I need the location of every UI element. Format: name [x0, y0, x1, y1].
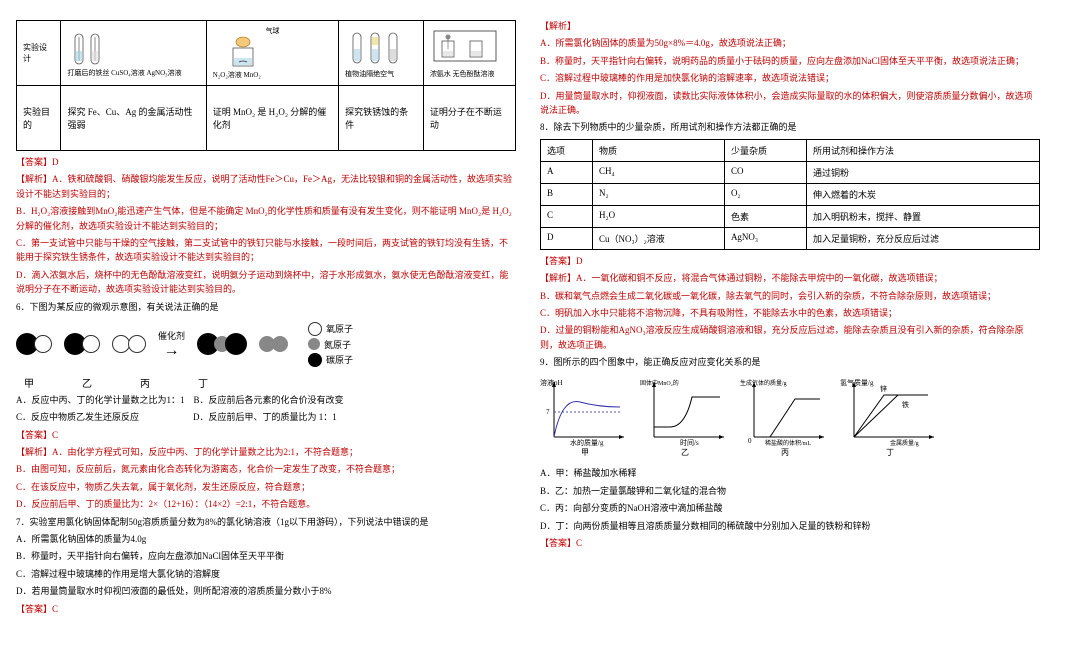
q7-d: D．若用量筒量取水时仰视凹液面的最低处，则所配溶液的溶质质量分数小于8%: [16, 584, 516, 598]
svg-text:溶液pH: 溶液pH: [540, 378, 563, 387]
q6-option-ab: A．反应中丙、丁的化学计量数之比为1：1 B．反应前后各元素的化合价没有改变: [16, 393, 516, 407]
r-ana-b: B．称量时，天平指针向右偏转，说明药品的质量小于砝码的质量，应向左盘添加NaCl…: [540, 54, 1040, 68]
r-ana-a: A．所需氯化钠固体的质量为50g×8%＝4.0g，故选项说法正确；: [540, 36, 1040, 50]
label-bing: 丙: [140, 375, 150, 390]
graph-label: 甲: [581, 447, 589, 458]
cell: CH₄: [592, 161, 724, 183]
label-ding: 丁: [198, 375, 208, 390]
col-imp: 少量杂质: [724, 139, 806, 161]
cell: 加入明矾粉末，搅拌、静置: [807, 205, 1040, 227]
cell: A: [541, 161, 593, 183]
col-sub: 物质: [592, 139, 724, 161]
answer-d2: 【答案】D: [540, 254, 1040, 268]
legend-nitrogen: 氮原子: [324, 338, 351, 351]
svg-text:金属质量/g: 金属质量/g: [890, 439, 919, 447]
q6-ana-a: 【解析】A．由化学方程式可知，反应中丙、丁的化学计量数之比为2:1，不符合题意；: [16, 445, 516, 459]
graph-label: 乙: [681, 447, 689, 458]
question-6: 6．下图为某反应的微观示意图，有关说法正确的是: [16, 300, 516, 314]
r-ana-d: D．用量筒量取水时，仰视液面，读数比实际液体体积小，会造成实际量取的水的体积偏大…: [540, 89, 1040, 118]
svg-text:稀盐酸的体积/mL: 稀盐酸的体积/mL: [765, 439, 811, 447]
legend-oxygen: 氧原子: [326, 322, 353, 335]
cell: 色素: [724, 205, 806, 227]
goal-2: 证明 MnO₂ 是 H₂O₂ 分解的催化剂: [206, 86, 338, 151]
svg-text:锌: 锌: [880, 384, 887, 393]
goal-4: 证明分子在不断运动: [423, 86, 515, 151]
cell: 通过铜粉: [807, 161, 1040, 183]
cell: B: [541, 183, 593, 205]
cell: C: [541, 205, 593, 227]
svg-text:0: 0: [748, 437, 752, 445]
graph-jia: 溶液pH 7 水的质量/g 甲: [540, 377, 630, 458]
graph-ding: 氢气质量/g 锌 铁 金属质量/g 丁: [840, 377, 940, 458]
answer-c2: 【答案】C: [16, 602, 516, 616]
svg-text:时间/s: 时间/s: [680, 438, 699, 447]
q9-a: A．甲：稀盐酸加水稀释: [540, 466, 1040, 480]
svg-text:生成气体的质量/g: 生成气体的质量/g: [740, 379, 787, 387]
cell: 加入足量铜粉，充分反应后过滤: [807, 227, 1040, 249]
q8-table: 选项 物质 少量杂质 所用试剂和操作方法 ACH₄CO通过铜粉 BN₂O₂伸入燃…: [540, 139, 1040, 250]
legend-carbon: 碳原子: [326, 353, 353, 366]
cell: D: [541, 227, 593, 249]
q6-ana-c: C．在该反应中，物质乙失去氧，属于氧化剂，发生还原反应，符合题意；: [16, 480, 516, 494]
q9-d: D．丁：向两份质量相等且溶质质量分数相同的稀硫酸中分别加入足量的铁粉和锌粉: [540, 519, 1040, 533]
svg-text:固体中MnO₂的: 固体中MnO₂的: [640, 379, 679, 387]
q9-c: C．丙：向部分变质的NaOH溶液中滴加稀盐酸: [540, 501, 1040, 515]
label-yi: 乙: [82, 375, 92, 390]
col-method: 所用试剂和操作方法: [807, 139, 1040, 161]
question-8: 8．除去下列物质中的少量杂质，所用试剂和操作方法都正确的是: [540, 120, 1040, 134]
exp-cell-4: 浓氨水 无色酚酞溶液: [423, 21, 515, 86]
q6-ana-b: B．由图可知，反应前后，氮元素由化合态转化为游离态，化合价一定发生了改变，不符合…: [16, 462, 516, 476]
q9-b: B．乙：加热一定量氯酸钾和二氧化锰的混合物: [540, 484, 1040, 498]
q8-ana-d: D．过量的铜粉能和AgNO₃溶液反应生成硝酸铜溶液和银，充分反应后过滤，能除去杂…: [540, 323, 1040, 352]
answer-d: 【答案】D: [16, 155, 516, 169]
svg-text:水的质量/g: 水的质量/g: [570, 438, 604, 447]
q8-ana-b: B．碳和氧气点燃会生成二氧化碳或一氧化碳，除去氧气的同时，会引入新的杂质，不符合…: [540, 289, 1040, 303]
q8-ana-a: 【解析】A．一氧化碳和铜不反应，将混合气体通过铜粉，不能除去甲烷中的一氧化碳，故…: [540, 271, 1040, 285]
q8-ana-c: C．明矾加入水中只能将不溶物沉降，不具有吸附性，不能除去水中的色素，故选项错误；: [540, 306, 1040, 320]
graphs-row: 溶液pH 7 水的质量/g 甲 固体中MnO₂的 时间/s 乙 生成气体的: [540, 377, 1040, 458]
graph-yi: 固体中MnO₂的 时间/s 乙: [640, 377, 730, 458]
svg-text:铁: 铁: [902, 400, 909, 409]
svg-text:氢气质量/g: 氢气质量/g: [840, 378, 874, 387]
goal-3: 探究铁锈蚀的条件: [339, 86, 424, 151]
q7-c: C．溶解过程中玻璃棒的作用是增大氯化钠的溶解度: [16, 567, 516, 581]
exp-goal-label: 实验目的: [17, 86, 61, 151]
analysis-b: B．H₂O₂溶液接触到MnO₂能迅速产生气体，但是不能确定 MnO₂的化学性质和…: [16, 204, 516, 233]
cell: 伸入燃着的木炭: [807, 183, 1040, 205]
reaction-diagram: 催化剂→ 氧原子 氮原子 碳原子: [16, 322, 516, 367]
exp-cell-3: 植物油隔绝空气: [339, 21, 424, 86]
col-opt: 选项: [541, 139, 593, 161]
analysis-a: 【解析】A．铁和硫酸铜、硝酸银均能发生反应，说明了活动性Fe＞Cu，Fe＞Ag，…: [16, 172, 516, 201]
q7-b: B．称量时，天平指针向右偏转，应向左盘添加NaCl固体至天平平衡: [16, 549, 516, 563]
analysis-c: C．第一支试管中只能与干燥的空气接触，第二支试管中的铁钉只能与水接触，一段时间后…: [16, 236, 516, 265]
analysis-d: D．滴入浓氨水后，烧杯中的无色酚酞溶液变红，说明氨分子运动到烧杯中，溶于水形成氨…: [16, 268, 516, 297]
exp-cell-2: 气球 N₂O₂溶液 MnO₂: [206, 21, 338, 86]
analysis-label: 【解析】: [540, 19, 1040, 33]
graph-bing: 生成气体的质量/g 0 稀盐酸的体积/mL 丙: [740, 377, 830, 458]
goal-1: 探究 Fe、Cu、Ag 的金属活动性强弱: [61, 86, 206, 151]
graph-label: 丁: [886, 447, 894, 458]
answer-c3: 【答案】C: [540, 536, 1040, 550]
q7-a: A．所需氯化钠固体的质量为4.0g: [16, 532, 516, 546]
cell: H₂O: [592, 205, 724, 227]
q6-option-cd: C．反应中物质乙发生还原反应 D．反应前后甲、丁的质量比为 1：1: [16, 410, 516, 424]
cell: AgNO₃: [724, 227, 806, 249]
graph-label: 丙: [781, 447, 789, 458]
experiment-table: 实验设计 打磨后的铁丝 CuSO₄溶液 AgNO₃溶液 气球 N₂O₂溶液 Mn…: [16, 20, 516, 151]
answer-c: 【答案】C: [16, 428, 516, 442]
svg-text:7: 7: [546, 408, 550, 416]
label-jia: 甲: [24, 375, 34, 390]
question-9: 9．图所示的四个图象中，能正确反应对应变化关系的是: [540, 355, 1040, 369]
r-ana-c: C．溶解过程中玻璃棒的作用是加快氯化钠的溶解速率，故选项说法错误；: [540, 71, 1040, 85]
cell: O₂: [724, 183, 806, 205]
cell: Cu（NO₃）₂溶液: [592, 227, 724, 249]
exp-cell-1: 打磨后的铁丝 CuSO₄溶液 AgNO₃溶液: [61, 21, 206, 86]
cell: N₂: [592, 183, 724, 205]
cell: CO: [724, 161, 806, 183]
catalyst-label: 催化剂: [158, 329, 185, 342]
question-7: 7．实验室用氯化钠固体配制50g溶质质量分数为8%的氯化钠溶液（1g以下用游码）…: [16, 515, 516, 529]
exp-design-label: 实验设计: [17, 21, 61, 86]
q6-ana-d: D．反应前后甲、丁的质量比为：2×（12+16）：（14×2）=2:1，不符合题…: [16, 497, 516, 511]
